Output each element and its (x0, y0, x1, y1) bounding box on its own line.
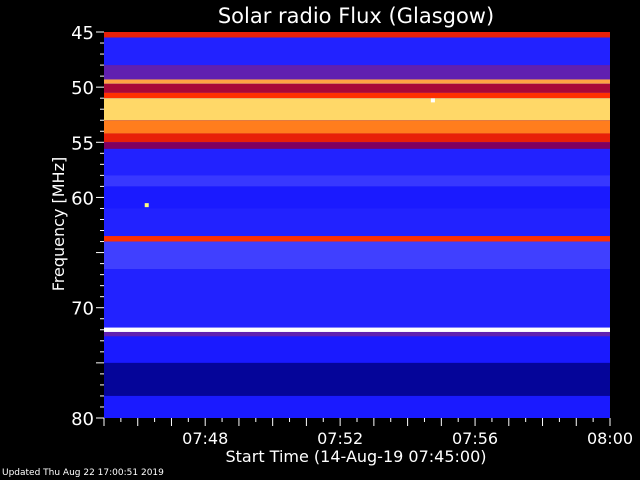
y-tick-label: 60 (71, 188, 94, 209)
spectrogram-band (104, 175, 610, 187)
x-tick-label: 07:52 (317, 429, 363, 448)
spectrogram-band (104, 92, 610, 99)
x-tick-label: 07:56 (452, 429, 498, 448)
spectrogram-band (104, 83, 610, 93)
spectrogram-band (104, 148, 610, 176)
y-tick-label: 45 (71, 23, 94, 44)
spectrogram-band (104, 65, 610, 80)
y-axis-label: Frequency [MHz] (49, 157, 68, 291)
spectrogram-plot (104, 32, 610, 418)
spectrogram-spot (430, 98, 435, 103)
spectrogram-band (104, 79, 610, 84)
y-axis: 45 50 55 60 70 80 (71, 23, 104, 430)
spectrogram-band (104, 269, 610, 328)
x-tick-label: 08:00 (587, 429, 633, 448)
spectrogram-band (104, 336, 610, 363)
x-tick-label: 07:48 (182, 429, 228, 448)
spectrogram-band (104, 98, 610, 121)
chart-title: Solar radio Flux (Glasgow) (218, 4, 494, 28)
spectrogram-band (104, 208, 610, 237)
spectrogram-band (104, 142, 610, 149)
spectrogram-band (104, 331, 610, 337)
y-tick-label: 55 (71, 133, 94, 154)
spectrogram-band (104, 362, 610, 396)
spectrogram-band (104, 120, 610, 134)
y-tick-label: 50 (71, 78, 94, 99)
y-tick-label: 80 (71, 409, 94, 430)
spectrogram-spot (144, 203, 149, 208)
spectrogram-band (104, 327, 610, 332)
spectrogram-band (104, 186, 610, 209)
spectrogram-band (104, 32, 610, 38)
updated-timestamp: Updated Thu Aug 22 17:00:51 2019 (2, 468, 164, 478)
x-axis-label: Start Time (14-Aug-19 07:45:00) (226, 447, 487, 466)
spectrogram-band (104, 395, 610, 418)
spectrogram-band (104, 241, 610, 270)
y-tick-label: 70 (71, 299, 94, 320)
spectrogram-band (104, 133, 610, 143)
x-axis: 07:48 07:52 07:56 08:00 (103, 418, 633, 448)
spectrogram-band (104, 236, 610, 242)
spectrogram-band (104, 37, 610, 66)
